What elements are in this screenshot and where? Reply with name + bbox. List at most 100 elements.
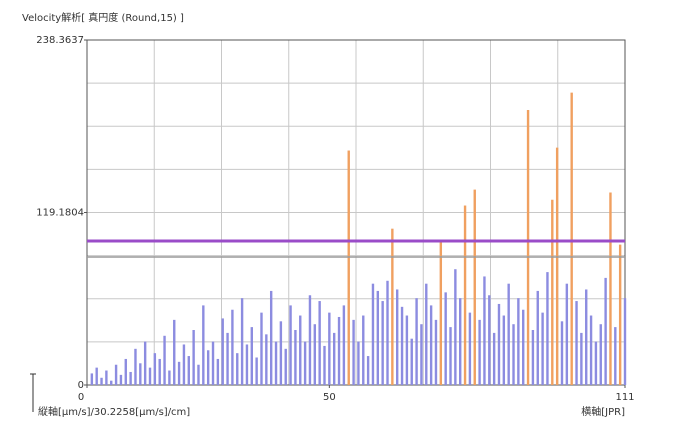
x-axis-label-right: 横軸[JPR] — [581, 405, 625, 418]
x-axis-label: 縦軸[μm/s]/30.2258[μm/s]/cm] — [38, 405, 190, 418]
bar — [580, 332, 583, 385]
bar — [163, 335, 166, 385]
bar — [318, 301, 321, 385]
x-tick-label: 0 — [78, 392, 84, 403]
bar — [192, 330, 195, 385]
bar — [124, 358, 127, 385]
bar — [274, 341, 278, 385]
bar — [173, 319, 176, 385]
bar — [410, 338, 413, 385]
bar — [90, 373, 94, 385]
bar — [308, 295, 312, 385]
bar — [158, 358, 161, 385]
bar — [313, 324, 317, 385]
bar — [463, 205, 467, 385]
bar — [226, 332, 229, 385]
bar — [119, 374, 123, 385]
bar — [95, 367, 98, 385]
bar — [522, 309, 525, 385]
bar — [265, 334, 268, 385]
bar — [352, 319, 355, 385]
bar — [434, 319, 438, 385]
bar — [429, 305, 433, 385]
bar — [366, 356, 370, 385]
bar — [439, 240, 443, 385]
bar — [604, 277, 607, 385]
bar — [381, 301, 384, 385]
bar — [168, 370, 171, 385]
y-tick-label: 0 — [78, 380, 84, 391]
bar — [187, 356, 190, 385]
bar — [488, 295, 491, 385]
bar — [502, 315, 506, 385]
y-tick-label: 119.1804 — [36, 208, 84, 219]
bar — [323, 345, 326, 385]
bar — [444, 292, 447, 385]
bar — [478, 319, 481, 385]
bar — [197, 364, 200, 385]
bar — [269, 290, 273, 385]
bar — [105, 370, 108, 385]
bar — [260, 312, 263, 385]
bar — [129, 371, 132, 385]
bar — [575, 301, 578, 385]
bar — [391, 228, 394, 385]
bar — [420, 324, 423, 385]
bar — [512, 324, 515, 385]
bar — [284, 348, 287, 385]
bar — [114, 364, 118, 385]
bar — [386, 280, 389, 385]
bar — [255, 357, 258, 385]
bar — [570, 92, 573, 386]
bar — [371, 283, 375, 385]
bar — [483, 276, 486, 385]
bar — [337, 316, 341, 385]
bar — [541, 312, 544, 385]
bar — [425, 283, 428, 385]
bar — [585, 289, 588, 385]
bar — [143, 341, 147, 385]
bar — [492, 332, 496, 385]
bar — [546, 272, 549, 385]
bar — [405, 315, 409, 385]
bar — [551, 199, 554, 385]
bar — [594, 341, 598, 385]
y-tick-label: 238.3637 — [36, 35, 84, 46]
bar — [614, 327, 617, 385]
bar — [202, 305, 205, 385]
bar — [342, 305, 346, 385]
bar — [449, 327, 452, 385]
bar — [468, 312, 472, 385]
bar — [565, 283, 569, 385]
bar — [231, 309, 234, 385]
bar — [216, 358, 220, 385]
bar — [211, 341, 215, 385]
bar — [357, 341, 360, 385]
bar — [609, 192, 612, 385]
bar — [182, 344, 186, 385]
bar — [376, 290, 380, 385]
bar — [347, 150, 350, 385]
bar — [100, 377, 103, 385]
bar — [526, 110, 530, 386]
bar — [332, 332, 336, 385]
bar — [459, 298, 462, 385]
bar — [536, 290, 539, 385]
bar — [250, 327, 253, 385]
x-tick-label: 111 — [615, 392, 634, 403]
bar — [245, 344, 249, 385]
bar — [303, 341, 307, 385]
bar — [139, 363, 142, 385]
bar — [110, 380, 113, 385]
bar — [299, 315, 302, 385]
bar — [599, 324, 602, 385]
bar — [221, 318, 224, 385]
bar — [473, 189, 476, 385]
bar — [279, 321, 283, 385]
bar — [507, 283, 510, 385]
bar — [623, 298, 627, 385]
bar — [560, 321, 564, 385]
bar — [618, 244, 622, 385]
bar — [240, 298, 244, 385]
